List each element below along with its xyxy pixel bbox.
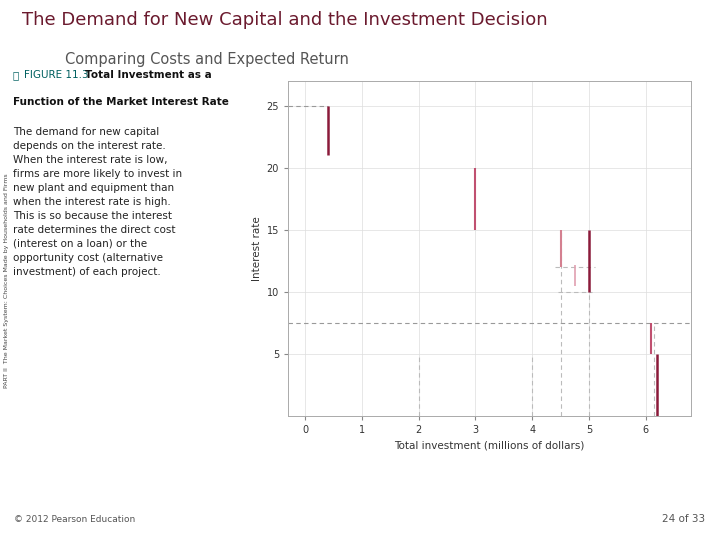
X-axis label: Total investment (millions of dollars): Total investment (millions of dollars) — [395, 441, 585, 450]
Text: Total Investment as a: Total Investment as a — [84, 70, 211, 80]
Text: The demand for new capital
depends on the interest rate.
When the interest rate : The demand for new capital depends on th… — [13, 127, 182, 277]
Y-axis label: Interest rate: Interest rate — [252, 216, 262, 281]
Text: 24 of 33: 24 of 33 — [662, 514, 706, 524]
Text: The Demand for New Capital and the Investment Decision: The Demand for New Capital and the Inves… — [22, 10, 547, 29]
Text: PART II  The Market System: Choices Made by Households and Firms: PART II The Market System: Choices Made … — [4, 173, 9, 388]
Text: Comparing Costs and Expected Return: Comparing Costs and Expected Return — [65, 52, 348, 66]
Text: © 2012 Pearson Education: © 2012 Pearson Education — [14, 515, 135, 524]
Text: ⓘ: ⓘ — [13, 70, 19, 80]
Text: Function of the Market Interest Rate: Function of the Market Interest Rate — [13, 97, 229, 106]
Text: FIGURE 11.3: FIGURE 11.3 — [24, 70, 89, 80]
